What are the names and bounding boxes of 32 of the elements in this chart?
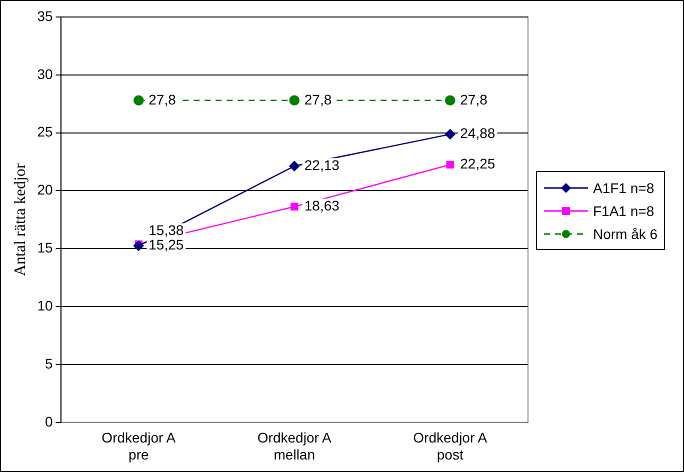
- y-tick-label: 0: [44, 413, 53, 430]
- data-label: 22,25: [460, 156, 496, 172]
- data-label: 15,25: [148, 236, 184, 253]
- y-tick-label: 5: [44, 355, 53, 372]
- data-label: 27,8: [460, 91, 488, 108]
- point: [133, 95, 144, 106]
- point: [289, 95, 300, 106]
- legend-label: A1F1 n=8: [593, 180, 654, 196]
- x-tick-label: Ordkedjor A pre: [102, 430, 176, 462]
- point: [444, 95, 456, 106]
- y-axis-title: Antal rätta kedjor: [12, 162, 29, 276]
- point: [446, 160, 454, 169]
- data-label: 24,88: [460, 125, 496, 142]
- data-label: 27,8: [304, 91, 332, 108]
- y-tick-label: 30: [37, 66, 53, 82]
- y-tick-label: 25: [37, 124, 53, 140]
- point: [290, 202, 298, 210]
- data-label: 18,63: [304, 197, 340, 214]
- point: [289, 160, 300, 172]
- legend-label: F1A1 n=8: [593, 202, 654, 218]
- legend-label: Norm åk 6: [593, 226, 658, 242]
- y-tick-label: 20: [37, 182, 53, 198]
- point: [444, 129, 456, 140]
- y-tick-label: 10: [37, 297, 53, 314]
- y-tick-label: 35: [37, 8, 53, 24]
- x-tick-label: Ordkedjor A mellan: [257, 430, 332, 462]
- y-tick-label: 15: [37, 240, 53, 256]
- data-label: 15,38: [148, 222, 184, 238]
- data-label: 27,8: [148, 91, 176, 108]
- data-label: 22,13: [304, 156, 340, 173]
- point: [133, 240, 144, 251]
- x-tick-label: Ordkedjor A post: [413, 430, 488, 462]
